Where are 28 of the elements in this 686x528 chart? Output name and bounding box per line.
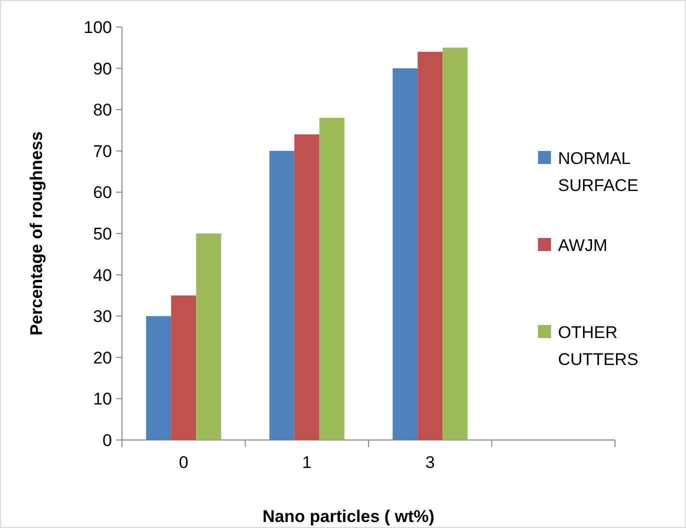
legend-label: AWJM [558, 236, 608, 255]
y-tick-label: 20 [93, 348, 112, 368]
x-axis-title: Nano particles ( wt%) [262, 507, 434, 526]
y-tick-label: 80 [93, 100, 112, 120]
bar [171, 295, 196, 440]
y-tick-label: 0 [102, 430, 112, 450]
legend-label: OTHER CUTTERS [558, 322, 638, 370]
bar [442, 48, 468, 440]
y-tick-label: 40 [93, 266, 112, 285]
y-axis-title: Percentage of roughness [27, 131, 46, 336]
x-tick-label: 3 [425, 453, 435, 472]
legend-label: NORMAL SURFACE [558, 148, 638, 196]
x-tick-label: 1 [302, 453, 312, 472]
y-tick-label: 50 [93, 224, 112, 244]
bar [418, 52, 443, 440]
bar [392, 68, 418, 440]
bar [269, 150, 294, 440]
y-tick-label: 70 [93, 142, 112, 161]
y-tick-label: 90 [93, 59, 112, 78]
bar [146, 316, 172, 440]
bar [294, 134, 320, 440]
bar [319, 118, 344, 440]
bar [196, 234, 222, 440]
y-tick-label: 100 [84, 18, 112, 37]
y-tick-label: 10 [93, 390, 112, 409]
y-tick-label: 30 [93, 307, 112, 326]
y-tick-label: 60 [93, 183, 112, 202]
x-tick-label: 0 [178, 453, 188, 472]
